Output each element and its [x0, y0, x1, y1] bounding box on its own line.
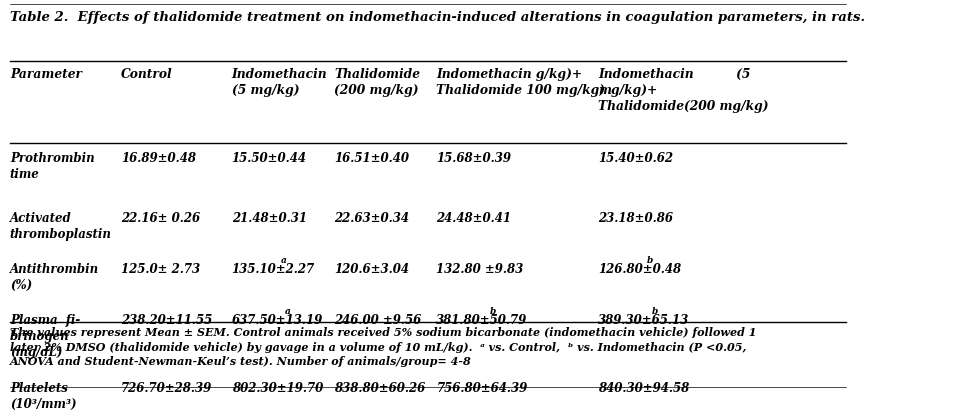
Text: Indomethacin g/kg)+
Thalidomide 100 mg/kg): Indomethacin g/kg)+ Thalidomide 100 mg/k… — [437, 68, 605, 97]
Text: 802.30±19.70: 802.30±19.70 — [231, 381, 323, 394]
Text: b: b — [490, 306, 496, 315]
Text: Plasma  fi-
brinogen
(mg/dL): Plasma fi- brinogen (mg/dL) — [10, 313, 80, 358]
Text: 16.89±0.48: 16.89±0.48 — [121, 151, 196, 164]
Text: 21.48±0.31: 21.48±0.31 — [231, 211, 307, 225]
Text: 238.20±11.55: 238.20±11.55 — [121, 313, 212, 326]
Text: The values represent Mean ± SEM. Control animals received 5% sodium bicarbonate : The values represent Mean ± SEM. Control… — [10, 326, 756, 366]
Text: Antithrombin
(%): Antithrombin (%) — [10, 262, 99, 291]
Text: 389.30±65.13: 389.30±65.13 — [598, 313, 689, 326]
Text: 23.18±0.86: 23.18±0.86 — [598, 211, 674, 225]
Text: a: a — [285, 306, 290, 315]
Text: Prothrombin
time: Prothrombin time — [10, 151, 95, 180]
Text: Thalidomide
(200 mg/kg): Thalidomide (200 mg/kg) — [334, 68, 420, 97]
Text: 756.80±64.39: 756.80±64.39 — [437, 381, 528, 394]
Text: 637.50±13.19: 637.50±13.19 — [232, 312, 332, 325]
Text: Indomethacin          (5
mg/kg)+
Thalidomide(200 mg/kg): Indomethacin (5 mg/kg)+ Thalidomide(200 … — [598, 68, 769, 112]
Text: Activated
thromboplastin: Activated thromboplastin — [10, 211, 111, 240]
Text: Control: Control — [121, 68, 172, 81]
Text: 16.51±0.40: 16.51±0.40 — [334, 151, 408, 164]
Text: Platelets
(10³/mm³): Platelets (10³/mm³) — [10, 381, 76, 410]
Text: 15.68±0.39: 15.68±0.39 — [437, 151, 511, 164]
Text: 15.40±0.62: 15.40±0.62 — [598, 151, 674, 164]
Text: 389.30±65.13: 389.30±65.13 — [599, 312, 699, 325]
Text: Parameter: Parameter — [10, 68, 82, 81]
Text: 246.00 ±9.56: 246.00 ±9.56 — [334, 313, 421, 326]
Text: 126.80±0.48: 126.80±0.48 — [599, 261, 690, 274]
Text: 22.63±0.34: 22.63±0.34 — [334, 211, 408, 225]
Text: Table 2.  Effects of thalidomide treatment on indomethacin-induced alterations i: Table 2. Effects of thalidomide treatmen… — [10, 11, 865, 24]
Text: 120.6±3.04: 120.6±3.04 — [334, 262, 408, 275]
Text: 22.16± 0.26: 22.16± 0.26 — [121, 211, 200, 225]
Text: 381.80±50.79: 381.80±50.79 — [438, 312, 536, 325]
Text: 840.30±94.58: 840.30±94.58 — [598, 381, 689, 394]
Text: 726.70±28.39: 726.70±28.39 — [121, 381, 212, 394]
Text: 125.0± 2.73: 125.0± 2.73 — [121, 262, 200, 275]
Text: 381.80±50.79: 381.80±50.79 — [437, 313, 528, 326]
Text: 15.50±0.44: 15.50±0.44 — [231, 151, 307, 164]
Text: b: b — [651, 306, 658, 315]
Text: b: b — [648, 255, 653, 264]
Text: 126.80±0.48: 126.80±0.48 — [598, 262, 681, 275]
Text: 132.80 ±9.83: 132.80 ±9.83 — [437, 262, 524, 275]
Text: 135.10±2.27: 135.10±2.27 — [232, 261, 324, 274]
Text: 637.50±13.19: 637.50±13.19 — [231, 313, 323, 326]
Text: 24.48±0.41: 24.48±0.41 — [437, 211, 511, 225]
Text: 135.10±2.27: 135.10±2.27 — [231, 262, 315, 275]
Text: a: a — [281, 255, 287, 264]
Text: Indomethacin
(5 mg/kg): Indomethacin (5 mg/kg) — [231, 68, 327, 97]
Text: 838.80±60.26: 838.80±60.26 — [334, 381, 425, 394]
